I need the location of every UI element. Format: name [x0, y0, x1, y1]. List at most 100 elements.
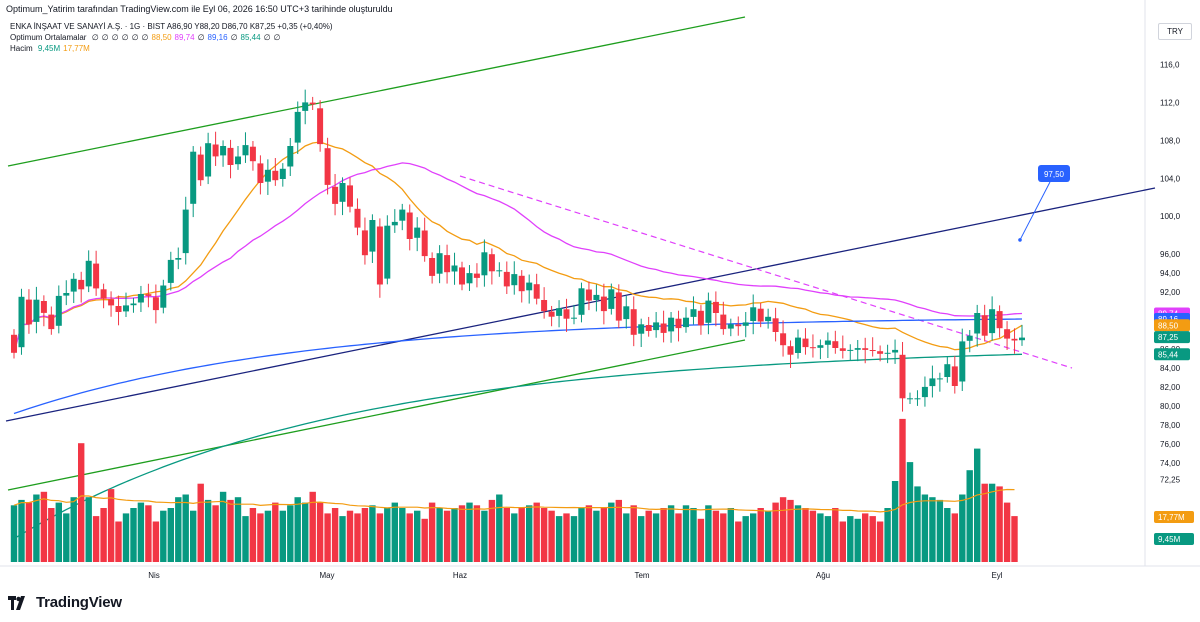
- candle-body: [951, 366, 958, 386]
- candle-body: [235, 156, 241, 165]
- ma-legend-value: ∅: [197, 33, 205, 42]
- volume-bar: [585, 505, 593, 562]
- volume-bar: [145, 505, 152, 562]
- volume-bar: [339, 516, 346, 562]
- candle-body: [361, 230, 368, 256]
- volume-legend-value: 17,77M: [63, 44, 90, 53]
- volume-bar: [451, 508, 458, 562]
- candle-body: [167, 259, 174, 283]
- volume-bar: [891, 481, 899, 562]
- candle-body: [593, 294, 600, 300]
- y-tick-label: 76,00: [1160, 440, 1181, 449]
- volume-legend-label: Hacim: [10, 44, 33, 53]
- volume-bar: [936, 499, 944, 562]
- volume-bar: [727, 508, 734, 562]
- candle-body: [727, 324, 734, 329]
- volume-bar: [764, 510, 772, 562]
- candle-body: [660, 323, 667, 333]
- candle-body: [817, 345, 824, 348]
- candle-body: [324, 148, 331, 185]
- volume-bar: [436, 508, 443, 562]
- volume-bar: [302, 502, 309, 562]
- candle-body: [780, 333, 787, 346]
- volume-bar: [876, 521, 884, 562]
- candle-body: [697, 310, 704, 326]
- candle-body: [653, 322, 660, 331]
- volume-bar: [406, 513, 413, 562]
- candle-body: [832, 341, 839, 348]
- candle-body: [944, 364, 951, 377]
- candle-body: [929, 378, 936, 387]
- candle-body: [272, 170, 279, 181]
- tradingview-wordmark: TradingView: [36, 594, 122, 611]
- volume-bar: [473, 505, 481, 562]
- volume-bar: [234, 497, 242, 562]
- currency-button[interactable]: TRY: [1158, 23, 1192, 40]
- candle-body: [645, 325, 652, 331]
- candle-body: [892, 349, 899, 353]
- volume-bar: [1003, 502, 1011, 562]
- volume-bar: [906, 462, 914, 562]
- candle-body: [78, 279, 85, 290]
- volume-bar: [309, 491, 316, 562]
- candle-body: [1019, 337, 1025, 341]
- ma-legend-values: ∅ ∅ ∅ ∅ ∅ ∅ 88,50 89,74 ∅ 89,16 ∅ 85,44 ∅ ∅: [92, 33, 284, 42]
- candle-body: [989, 309, 996, 334]
- ma-legend-value: ∅: [230, 33, 238, 42]
- candle-body: [376, 226, 383, 285]
- candle-body: [914, 398, 921, 400]
- ma-legend-value: ∅: [273, 33, 281, 42]
- candle-body: [526, 282, 533, 291]
- candle-body: [839, 348, 846, 351]
- volume-bar: [257, 513, 264, 562]
- candle-body: [854, 348, 861, 350]
- channel-lower-line: [7, 339, 746, 491]
- candle-body: [683, 317, 689, 328]
- candle-body: [556, 308, 563, 316]
- symbol-legend[interactable]: ENKA İNŞAAT VE SANAYİ A.Ş. · 1G · BIST A…: [10, 22, 333, 31]
- candle-body: [115, 306, 122, 312]
- candle-body: [668, 317, 675, 332]
- volume-bar: [272, 502, 279, 562]
- x-tick-label: Tem: [634, 571, 649, 580]
- volume-bar: [33, 494, 40, 562]
- candle-body: [302, 102, 309, 111]
- price-badge-text: 87,25: [1158, 333, 1179, 342]
- candle-body: [742, 322, 749, 326]
- volume-bar: [794, 505, 802, 562]
- candle-body: [473, 273, 480, 278]
- volume-bar: [264, 510, 272, 562]
- candle-body: [354, 208, 361, 228]
- y-tick-label: 94,00: [1160, 269, 1181, 278]
- candle-body: [332, 186, 339, 204]
- volume-badge: [1154, 511, 1194, 523]
- candle-body: [11, 334, 17, 353]
- candle-body: [735, 324, 742, 327]
- candle-body: [242, 145, 249, 156]
- candle-body: [317, 108, 324, 145]
- candle-body: [996, 311, 1003, 329]
- volume-bar: [219, 491, 227, 562]
- volume-bar: [1011, 516, 1018, 562]
- candle-body: [787, 346, 794, 355]
- volume-bar: [294, 497, 301, 562]
- volume-bar: [361, 508, 369, 562]
- volume-bar: [600, 508, 608, 562]
- ma-legend-value: 85,44: [240, 33, 261, 42]
- price-badge: [1154, 348, 1190, 361]
- volume-legend[interactable]: Hacim 9,45M 17,77M: [10, 44, 96, 53]
- candle-body: [197, 154, 204, 181]
- volume-bar: [137, 502, 145, 562]
- candle-body: [100, 289, 107, 299]
- ma-legend[interactable]: Optimum Ortalamalar ∅ ∅ ∅ ∅ ∅ ∅ 88,50 89,74 ∅ 89,…: [10, 33, 287, 42]
- volume-bar: [428, 502, 436, 562]
- volume-bar: [660, 508, 667, 562]
- volume-bar: [705, 505, 712, 562]
- candle-body: [600, 296, 607, 312]
- volume-bar: [921, 494, 929, 562]
- tradingview-branding[interactable]: TradingView: [8, 594, 122, 611]
- volume-bar: [458, 505, 466, 562]
- volume-bar: [854, 518, 861, 562]
- volume-bar: [85, 497, 92, 562]
